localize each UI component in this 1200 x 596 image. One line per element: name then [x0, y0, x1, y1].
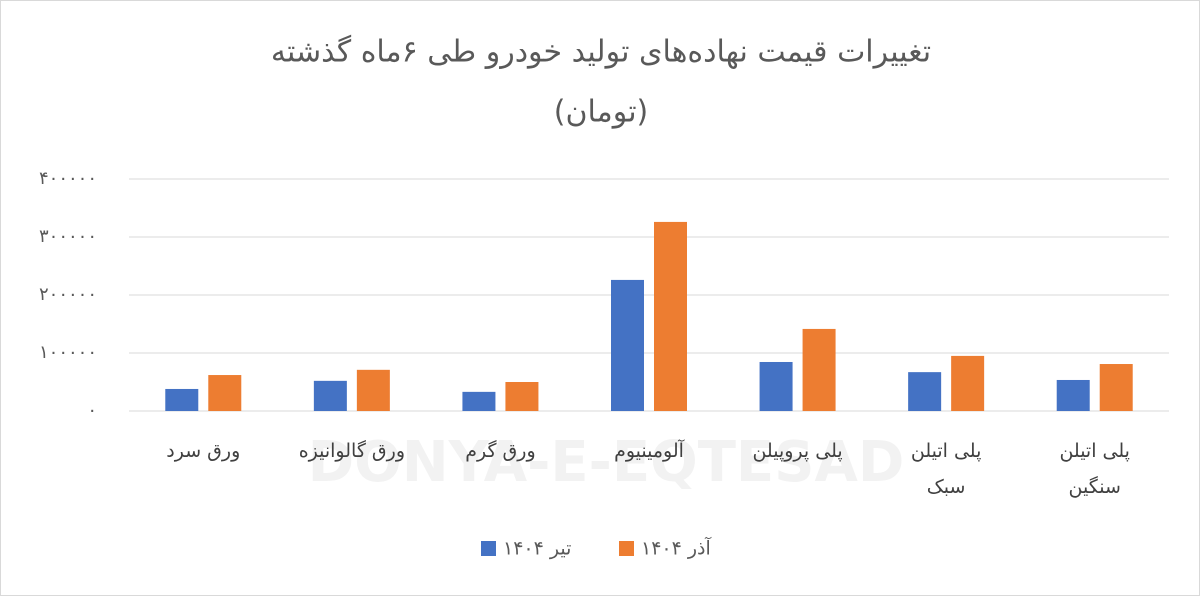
bar — [505, 382, 539, 411]
bar — [908, 372, 942, 411]
x-tick-label: ورق سرد — [166, 440, 241, 462]
x-tick-label: ورق گرم — [465, 440, 536, 462]
bar — [462, 391, 496, 411]
bar — [356, 369, 390, 411]
watermark: DONYA-E-EQTESAD — [308, 430, 905, 495]
y-tick-label: ۳۰۰۰۰۰ — [39, 226, 97, 247]
y-tick-label: ۱۰۰۰۰۰ — [39, 342, 97, 363]
bar — [611, 279, 644, 411]
legend-swatch — [619, 541, 634, 556]
x-tick-label: پلی پروپیلن — [752, 440, 843, 462]
y-tick-label: ۰ — [87, 400, 97, 421]
x-tick-label: پلی اتیلن سبک — [910, 440, 982, 498]
bar — [1099, 364, 1133, 411]
legend-swatch — [481, 541, 496, 556]
bar — [802, 328, 836, 411]
bar — [165, 388, 199, 411]
y-tick-label: ۴۰۰۰۰۰ — [39, 168, 97, 189]
y-tick-label: ۲۰۰۰۰۰ — [39, 284, 97, 305]
legend-label: تیر ۱۴۰۴ — [503, 538, 571, 560]
x-tick-label: پلی اتیلن سنگین — [1059, 440, 1130, 498]
chart-subtitle: (تومان) — [554, 95, 649, 130]
bar — [654, 221, 687, 411]
bar — [759, 361, 793, 411]
bar — [313, 380, 347, 411]
bar — [208, 375, 242, 411]
x-tick-label: ورق گالوانیزه — [298, 440, 405, 462]
legend-label: آذر ۱۴۰۴ — [641, 536, 712, 560]
chart-title: تغییرات قیمت نهاده‌های تولید خودرو طی ۶م… — [271, 35, 931, 70]
x-tick-label: آلومینیوم — [614, 440, 684, 462]
bar — [951, 355, 985, 411]
bar — [1056, 379, 1090, 411]
